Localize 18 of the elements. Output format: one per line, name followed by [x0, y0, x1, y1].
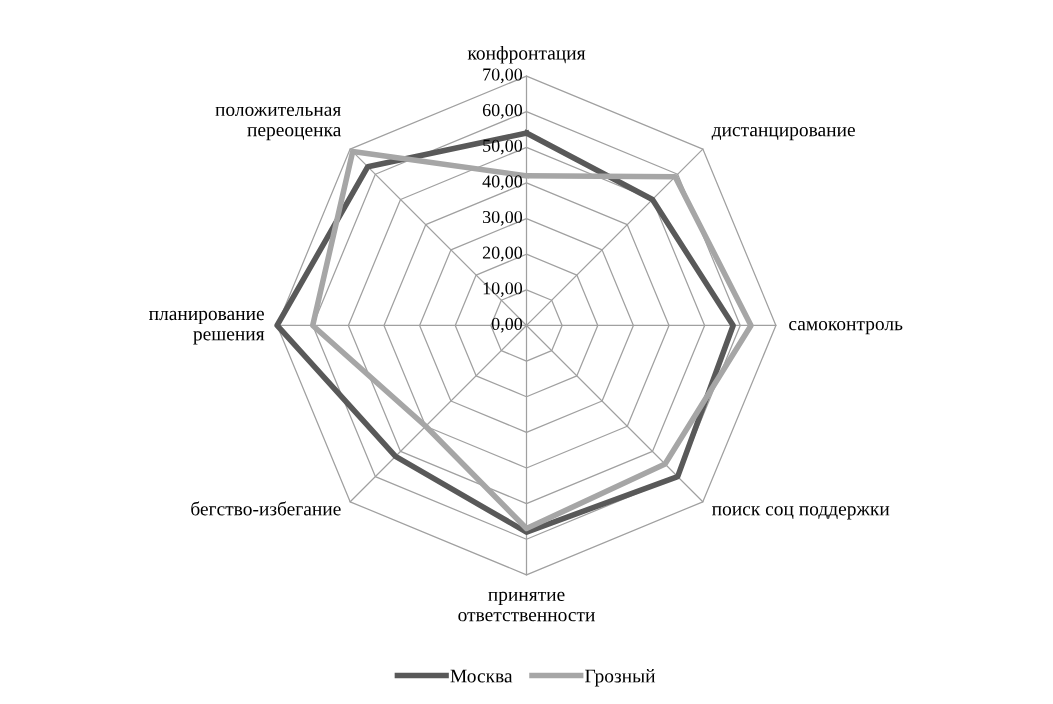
- y-tick-label: 60,00: [482, 104, 523, 119]
- y-tick-label: 50,00: [483, 139, 523, 155]
- y-tick-label: 30,00: [483, 210, 523, 226]
- spoke-label: поиск соц поддержки: [712, 506, 890, 520]
- legend-label: Грозный: [585, 669, 656, 687]
- legend-label: Москва: [450, 669, 513, 683]
- spoke-label: дистанцирование: [711, 126, 855, 141]
- y-tick-label: 10,00: [483, 282, 523, 297]
- y-tick-label: 20,00: [482, 246, 523, 262]
- y-tick-label: 0,00: [491, 317, 523, 333]
- spoke-label: конфронтация: [467, 45, 586, 64]
- spoke-label: планирование решения: [149, 310, 265, 345]
- spoke-label: самоконтроль: [789, 320, 903, 335]
- spoke-label: бегство-избегание: [191, 501, 341, 516]
- y-tick-label: 70,00: [483, 68, 523, 84]
- y-tick-label: 40,00: [482, 175, 523, 191]
- spoke-label: положительная переоценка: [215, 106, 342, 141]
- spoke-label: принятие ответственности: [458, 591, 595, 622]
